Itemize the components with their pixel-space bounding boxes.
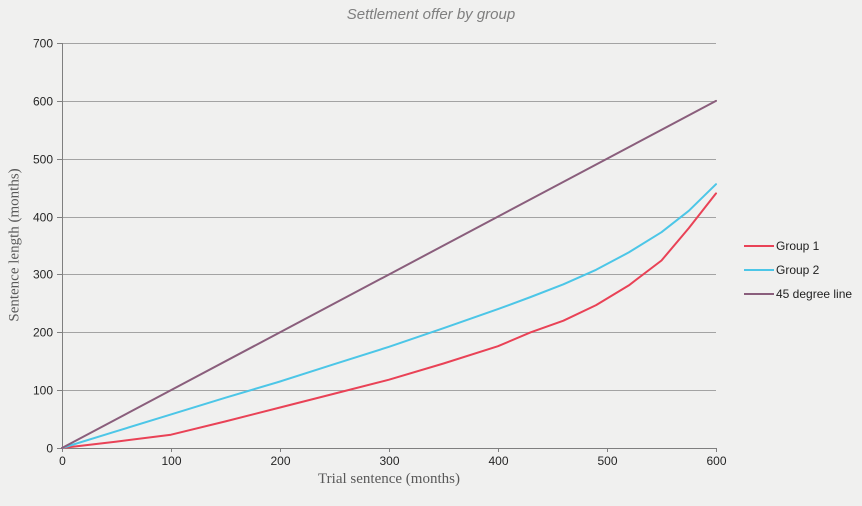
y-tick-label-700: 700 (33, 37, 53, 51)
legend-swatch-45-degree-line (744, 293, 774, 295)
x-tick-label-400: 400 (488, 454, 508, 468)
x-tick-label-100: 100 (161, 454, 181, 468)
y-axis-title: Sentence length (months) (6, 168, 23, 322)
legend-label-group-2: Group 2 (776, 263, 820, 277)
x-tick-label-0: 0 (59, 454, 66, 468)
series-line-45-degree-line (61, 99, 717, 449)
legend-item-group-1: Group 1 (744, 234, 852, 258)
x-tick-label-300: 300 (379, 454, 399, 468)
y-tick-label-400: 400 (33, 211, 53, 225)
chart-title: Settlement offer by group (346, 6, 516, 23)
y-tick-label-100: 100 (33, 384, 53, 398)
legend-swatch-group-2 (744, 269, 774, 271)
series-line-group-1 (61, 192, 717, 449)
y-tick-label-0: 0 (46, 442, 53, 456)
legend: Group 1 Group 2 45 degree line (744, 234, 852, 306)
legend-swatch-group-1 (744, 245, 774, 247)
y-tick-label-300: 300 (33, 268, 53, 282)
x-axis-title: Trial sentence (months) (318, 471, 460, 487)
y-tick-label-500: 500 (33, 153, 53, 167)
y-tick-label-200: 200 (33, 326, 53, 340)
legend-label-45-degree-line: 45 degree line (776, 287, 853, 301)
legend-item-group-2: Group 2 (744, 258, 852, 282)
legend-item-45-degree-line: 45 degree line (744, 282, 852, 306)
x-tick-label-500: 500 (597, 454, 617, 468)
series-line-group-2 (61, 183, 717, 449)
legend-label-group-1: Group 1 (776, 239, 820, 253)
y-tick-label-600: 600 (33, 95, 53, 109)
x-tick-label-200: 200 (270, 454, 290, 468)
x-tick-label-600: 600 (706, 454, 726, 468)
